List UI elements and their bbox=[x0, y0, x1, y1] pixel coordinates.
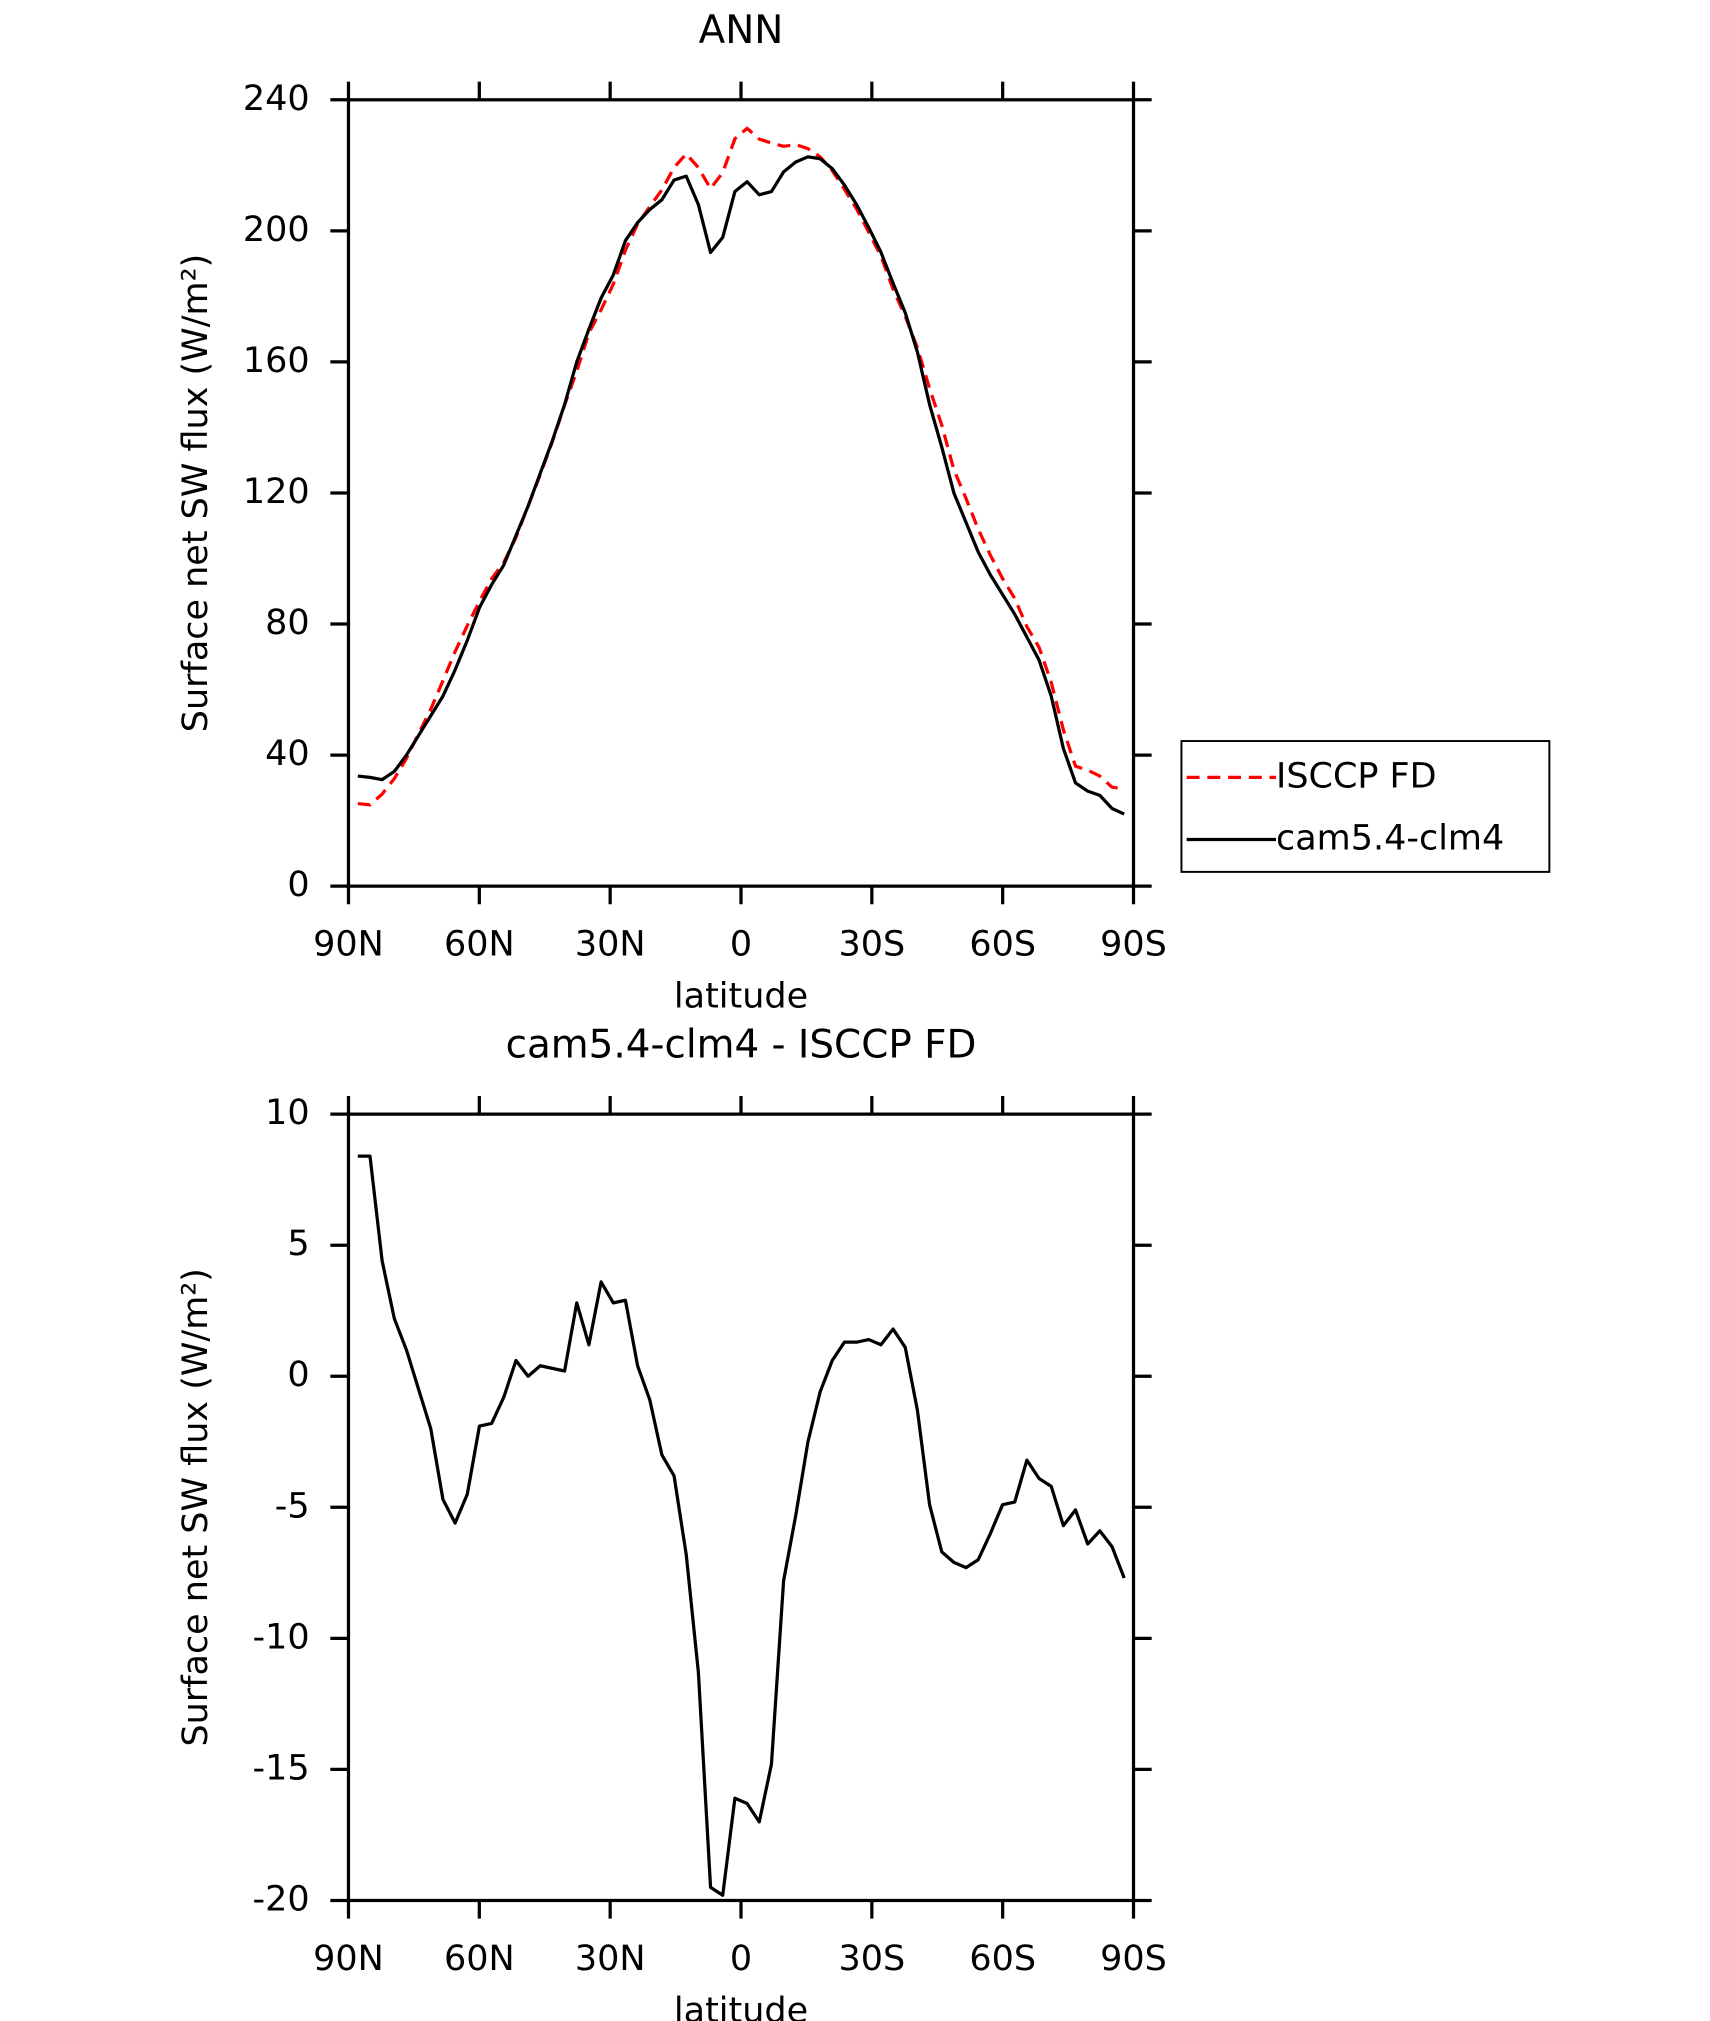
x-tick-label: 90N bbox=[313, 925, 384, 965]
x-tick-label: 30S bbox=[838, 1939, 905, 1979]
y-tick-label: 240 bbox=[243, 79, 310, 119]
chart: cam5.4-clm4 - ISCCP FD 90N 60N 30N 0 30S 60S 90… bbox=[176, 1022, 1167, 2021]
legend-box bbox=[1180, 740, 1551, 873]
x-tick-label: 0 bbox=[730, 1939, 752, 1979]
plot-frame bbox=[346, 98, 1136, 888]
chart-title: cam5.4-clm4 - ISCCP FD bbox=[506, 1022, 977, 1067]
x-tick-label: 60N bbox=[444, 1939, 515, 1979]
y-tick-label: 80 bbox=[265, 603, 310, 643]
x-tick-label: 90N bbox=[313, 1939, 384, 1979]
y-tick-label: 0 bbox=[287, 865, 309, 905]
data-line bbox=[357, 1154, 1126, 1897]
y-tick-label: 200 bbox=[243, 210, 310, 250]
y-tick-label: 0 bbox=[287, 1355, 309, 1395]
y-tick-label: 5 bbox=[287, 1224, 309, 1264]
y-tick-label: -20 bbox=[252, 1879, 309, 1919]
y-tick-label: 120 bbox=[243, 472, 310, 512]
x-tick-label: 60N bbox=[444, 925, 515, 965]
x-tick-label: 30S bbox=[838, 925, 905, 965]
legend-label: ISCCP FD bbox=[1276, 756, 1437, 796]
x-tick-label: 30N bbox=[575, 1939, 646, 1979]
x-tick-label: 0 bbox=[730, 925, 752, 965]
chart: ANN 90N 60N 30N 0 30S 60S 90S 0 40 80 120 160 200 240 l… bbox=[176, 8, 1551, 1017]
y-axis-label: Surface net SW flux (W/m²) bbox=[176, 254, 216, 732]
data-line bbox=[357, 155, 1125, 816]
y-tick-label: 40 bbox=[265, 734, 310, 774]
y-tick-label: 10 bbox=[265, 1093, 310, 1133]
x-tick-label: 60S bbox=[969, 925, 1036, 965]
x-tick-label: 90S bbox=[1100, 1939, 1167, 1979]
plot-frame bbox=[346, 1112, 1136, 1903]
legend: ISCCP FD cam5.4-clm4 bbox=[1180, 740, 1551, 873]
chart-title: ANN bbox=[699, 8, 784, 53]
y-axis-label: Surface net SW flux (W/m²) bbox=[176, 1268, 216, 1746]
legend-label: cam5.4-clm4 bbox=[1276, 819, 1504, 859]
x-tick-label: 30N bbox=[575, 925, 646, 965]
x-axis-label: latitude bbox=[674, 1991, 808, 2021]
y-tick-label: 160 bbox=[243, 341, 310, 381]
y-tick-label: -15 bbox=[252, 1748, 309, 1788]
data-line bbox=[357, 126, 1125, 807]
x-tick-label: 90S bbox=[1100, 925, 1167, 965]
x-axis-label: latitude bbox=[674, 977, 808, 1017]
y-tick-label: -5 bbox=[275, 1486, 310, 1526]
y-tick-label: -10 bbox=[252, 1617, 309, 1657]
x-tick-label: 60S bbox=[969, 1939, 1036, 1979]
